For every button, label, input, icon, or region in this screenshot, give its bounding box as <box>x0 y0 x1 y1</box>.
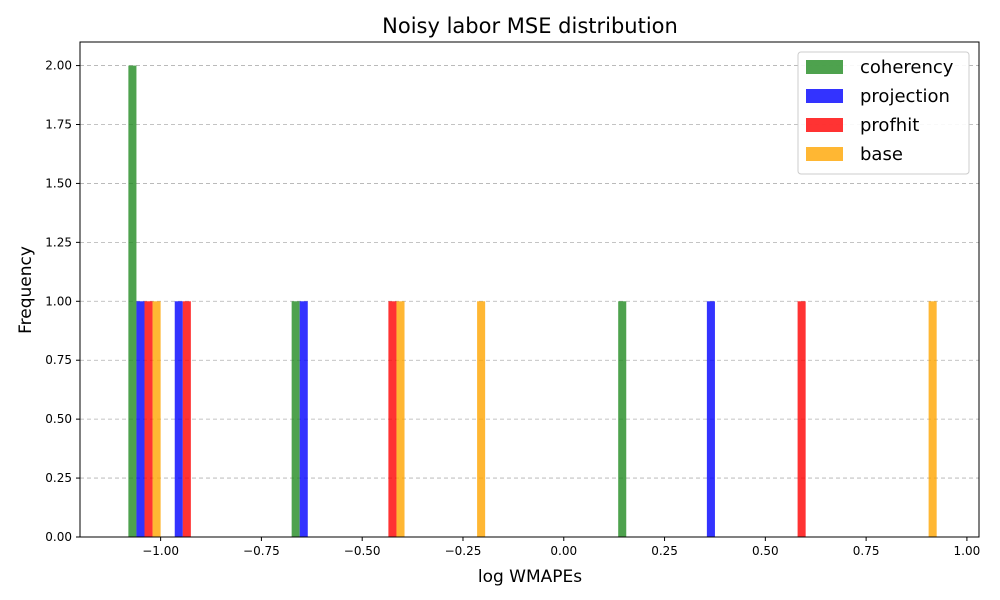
bar-coherency <box>618 301 627 537</box>
y-tick-label: 2.00 <box>45 59 72 73</box>
legend-label-profhit: profhit <box>860 115 919 136</box>
bar-projection <box>706 301 715 537</box>
y-tick-label: 0.25 <box>45 471 72 485</box>
bars <box>128 65 937 538</box>
x-tick-label: −1.00 <box>142 544 179 558</box>
x-tick-label: −0.75 <box>243 544 280 558</box>
x-tick-label: −0.25 <box>445 544 482 558</box>
bar-projection <box>174 301 183 537</box>
x-tick-label: 0.75 <box>853 544 880 558</box>
bar-base <box>928 301 937 537</box>
bar-coherency <box>291 301 300 537</box>
bar-profhit <box>182 301 191 537</box>
x-tick-label: 0.00 <box>550 544 577 558</box>
bar-base <box>396 301 405 537</box>
x-tick-label: 1.00 <box>954 544 981 558</box>
y-tick-label: 1.50 <box>45 176 72 190</box>
y-tick-label: 0.75 <box>45 353 72 367</box>
bar-profhit <box>797 301 806 537</box>
grid-lines <box>80 65 979 479</box>
legend-label-coherency: coherency <box>860 57 954 78</box>
bar-coherency <box>128 65 137 538</box>
y-tick-label: 1.00 <box>45 294 72 308</box>
x-tick-label: 0.50 <box>752 544 779 558</box>
plot-frame <box>79 41 980 538</box>
bar-projection <box>136 301 145 537</box>
x-tick-label: 0.25 <box>651 544 678 558</box>
y-tick-label: 0.50 <box>45 412 72 426</box>
x-tick-label: −0.50 <box>344 544 381 558</box>
legend-swatch-base <box>806 147 843 161</box>
legend-box <box>797 51 970 175</box>
bar-projection <box>299 301 308 537</box>
legend: coherency projection profhit base <box>797 51 970 175</box>
y-tick-label: 1.25 <box>45 235 72 249</box>
legend-swatch-coherency <box>806 60 843 74</box>
legend-swatch-profhit <box>806 118 843 132</box>
y-axis-ticks: 0.00 0.25 0.50 0.75 1.00 1.25 1.50 1.75 2.00 <box>45 59 80 544</box>
y-tick-label: 1.75 <box>45 118 72 132</box>
bar-base <box>477 301 486 537</box>
bar-base <box>152 301 161 537</box>
legend-swatch-projection <box>806 89 843 103</box>
x-axis-ticks: −1.00 −0.75 −0.50 −0.25 0.00 0.25 0.50 0.75 1.00 <box>142 537 980 558</box>
y-tick-label: 0.00 <box>45 530 72 544</box>
bar-profhit <box>388 301 397 537</box>
legend-label-projection: projection <box>860 86 950 107</box>
y-axis-label: Frequency <box>16 246 36 334</box>
x-axis-label: log WMAPEs <box>478 567 582 587</box>
chart-title: Noisy labor MSE distribution <box>382 14 678 38</box>
legend-label-base: base <box>860 144 903 165</box>
bar-profhit <box>144 301 153 537</box>
